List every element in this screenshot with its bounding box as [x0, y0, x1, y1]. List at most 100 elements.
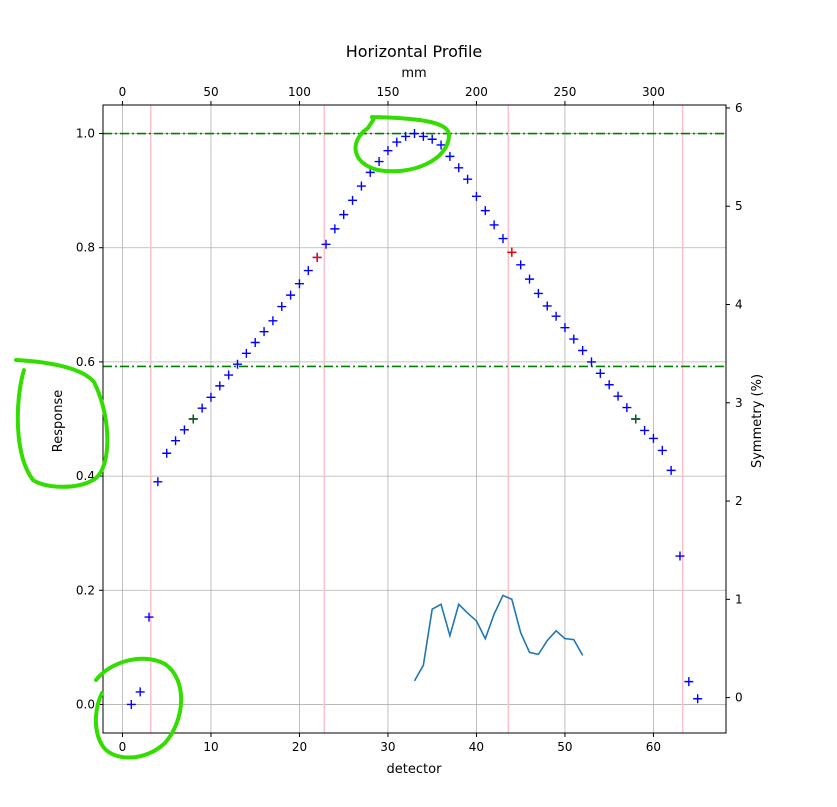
top-axis-label: mm — [401, 66, 426, 81]
response-point — [586, 357, 596, 367]
response-point — [595, 368, 605, 378]
right-tick-label: 1 — [735, 592, 743, 606]
top-tick-label: 100 — [288, 85, 311, 99]
response-point — [135, 687, 145, 697]
fwhm-marker — [631, 414, 641, 424]
response-point — [171, 436, 181, 446]
response-point — [463, 174, 473, 184]
response-point — [321, 239, 331, 249]
response-point — [471, 191, 481, 201]
marker-vertical-lines — [150, 105, 684, 733]
right-tick-label: 2 — [735, 494, 743, 508]
x-tick-label: 50 — [557, 740, 572, 754]
response-point — [516, 260, 526, 270]
response-point — [640, 425, 650, 435]
response-point — [286, 290, 296, 300]
y-tick-label: 1.0 — [76, 127, 95, 141]
x-tick-label: 30 — [380, 740, 395, 754]
plot-frame — [102, 104, 727, 734]
response-point — [153, 477, 163, 487]
chart-title: Horizontal Profile — [346, 42, 483, 61]
right-tick-label: 4 — [735, 298, 743, 312]
response-point — [613, 391, 623, 401]
response-point — [445, 151, 455, 161]
response-point — [268, 316, 278, 326]
response-point — [197, 403, 207, 413]
right-tick-label: 5 — [735, 199, 743, 213]
top-tick-label: 0 — [119, 85, 127, 99]
response-point — [383, 146, 393, 156]
top-tick-label: 150 — [376, 85, 399, 99]
response-point — [542, 301, 552, 311]
response-point — [418, 131, 428, 141]
response-point — [489, 220, 499, 230]
response-point — [250, 337, 260, 347]
response-point — [215, 381, 225, 391]
response-point — [498, 234, 508, 244]
fwhm-marker — [188, 414, 198, 424]
top-tick-label: 300 — [642, 85, 665, 99]
response-point — [622, 403, 632, 413]
right-axis-label: Symmetry (%) — [750, 374, 765, 468]
response-point — [454, 163, 464, 173]
response-point — [224, 370, 234, 380]
response-point — [206, 392, 216, 402]
response-point — [162, 448, 172, 458]
ylabel-annotation-arc — [14, 358, 110, 489]
response-point — [578, 345, 588, 355]
top-tick-label: 50 — [203, 85, 218, 99]
right-tick-label: 0 — [735, 691, 743, 705]
response-point — [277, 302, 287, 312]
response-point — [233, 359, 243, 369]
response-point — [410, 129, 419, 139]
response-point — [259, 327, 269, 337]
x-tick-label: 60 — [646, 740, 661, 754]
x-tick-label: 10 — [203, 740, 218, 754]
response-point — [427, 134, 437, 144]
response-point — [684, 677, 694, 687]
response-point — [657, 445, 667, 455]
penumbra-80-marker — [507, 247, 517, 257]
response-point — [525, 274, 535, 284]
response-point — [533, 288, 543, 298]
top-tick-label: 200 — [465, 85, 488, 99]
right-tick-label: 3 — [735, 396, 743, 410]
y-tick-label: 0.2 — [76, 583, 95, 597]
axes: 0 10 20 30 40 50 600.00.20.40.60.81.00 50 100 150… — [76, 85, 743, 754]
hand-drawn-annotations — [14, 115, 451, 760]
x-tick-label: 40 — [469, 740, 484, 754]
response-point — [693, 694, 703, 704]
x-axis-label: detector — [387, 762, 443, 777]
response-point — [551, 311, 561, 321]
response-point — [126, 699, 136, 709]
response-point — [144, 612, 154, 622]
response-point — [348, 195, 358, 205]
penumbra-80-marker — [312, 252, 322, 262]
response-point — [569, 334, 579, 344]
response-point — [675, 551, 685, 561]
response-point — [374, 157, 384, 167]
response-point — [604, 380, 614, 390]
response-point — [179, 425, 189, 435]
origin-annotation-circle — [94, 656, 184, 760]
y-tick-label: 0.6 — [76, 355, 95, 369]
right-tick-label: 6 — [735, 101, 743, 115]
response-point — [303, 266, 313, 276]
response-point — [436, 140, 446, 150]
y-tick-label: 0.0 — [76, 697, 95, 711]
response-point — [401, 131, 411, 141]
top-tick-label: 250 — [553, 85, 576, 99]
response-point — [294, 279, 304, 289]
plateau-annotation-circle — [353, 115, 451, 174]
response-point — [480, 206, 490, 216]
x-tick-label: 0 — [119, 740, 127, 754]
response-point — [330, 224, 340, 234]
response-point — [666, 465, 676, 475]
symmetry-line — [413, 594, 584, 682]
response-point — [648, 433, 658, 443]
response-point — [241, 348, 251, 358]
response-point — [356, 181, 366, 191]
response-point — [339, 210, 349, 220]
y-tick-label: 0.8 — [76, 241, 95, 255]
